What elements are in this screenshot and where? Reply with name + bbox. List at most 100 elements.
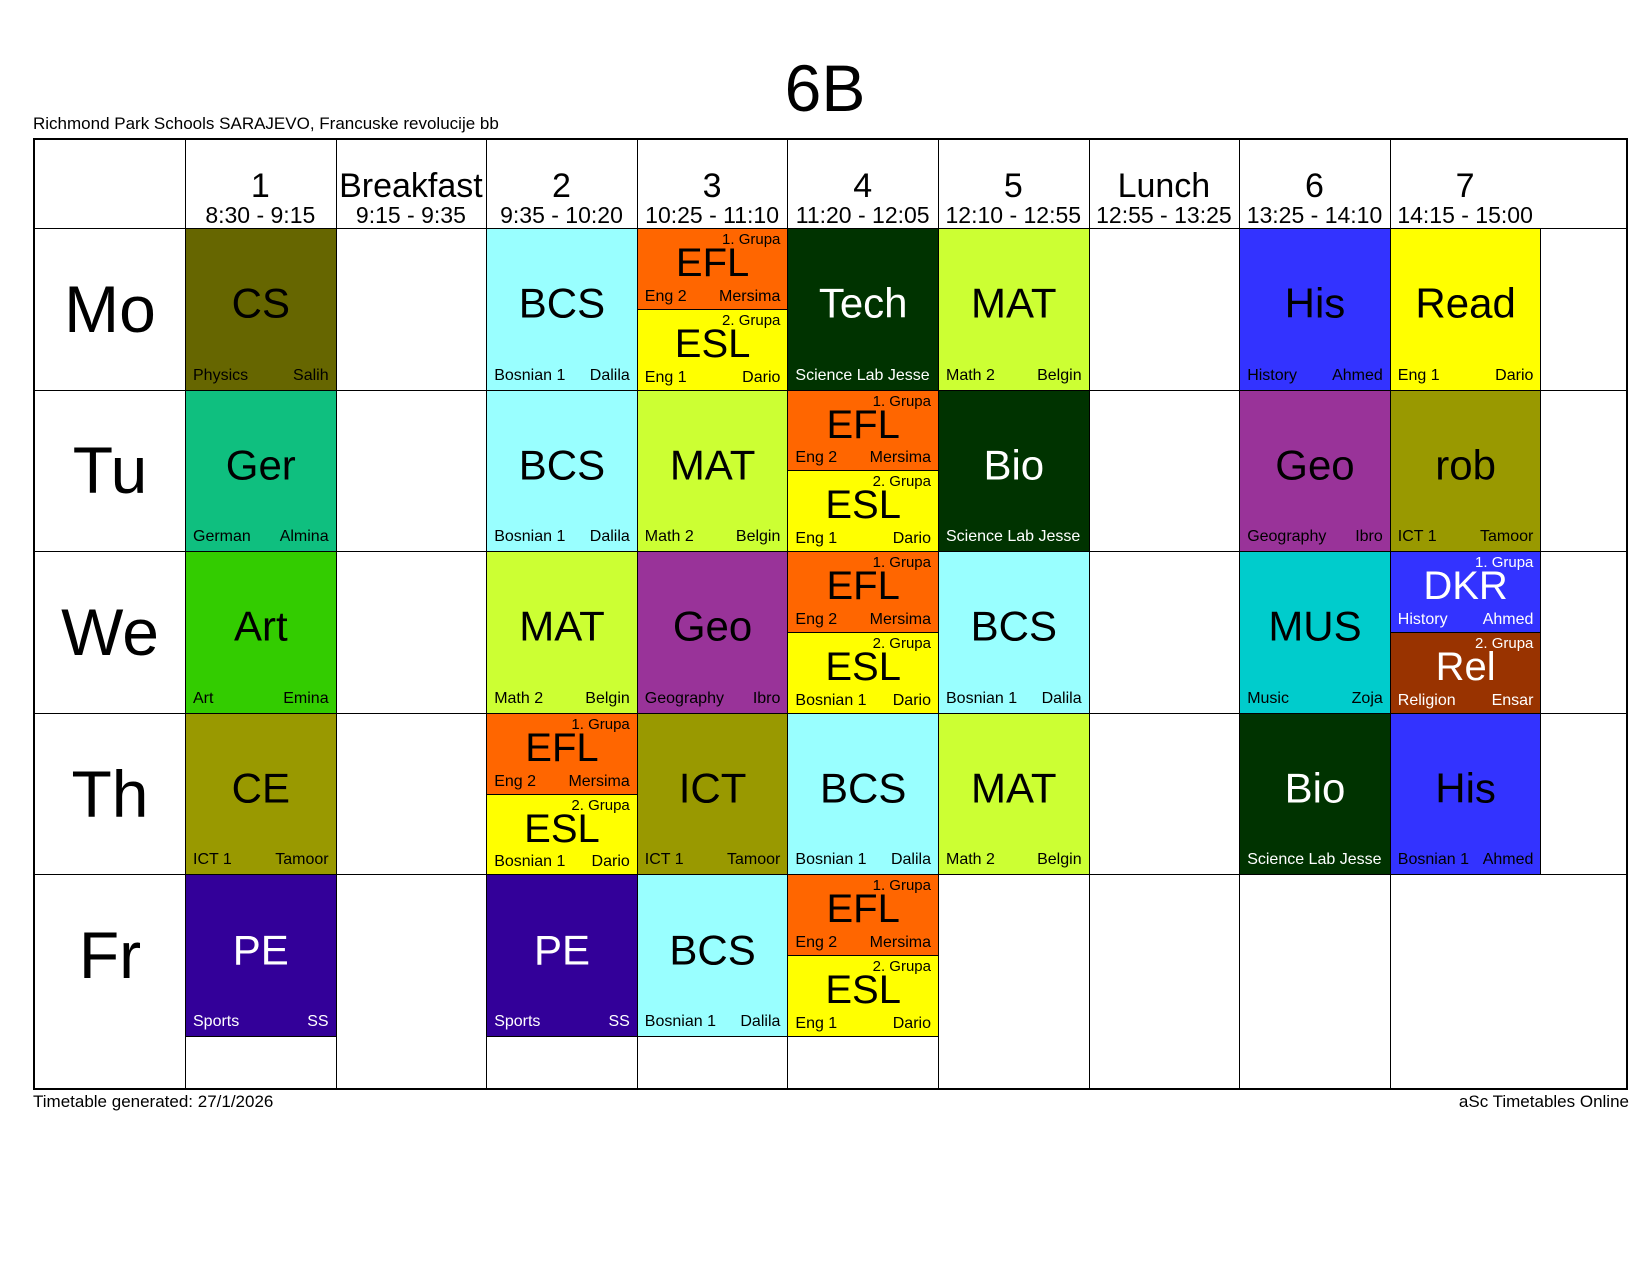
lesson-card[interactable]: 1. Grupa EFL Eng 2 Mersima [636, 228, 789, 310]
lesson-card[interactable]: Bio Science Lab Jesse [938, 389, 1090, 553]
teacher-label: Dalila [1041, 689, 1082, 707]
period-label: 2 [552, 167, 571, 205]
teacher-label: Ibro [1355, 528, 1383, 546]
generated-date: Timetable generated: 27/1/2026 [33, 1092, 274, 1111]
teacher-label: Dario [892, 691, 931, 709]
lesson-card[interactable]: His History Ahmed [1239, 228, 1391, 391]
subject-label: MAT [971, 279, 1057, 327]
lesson-card[interactable]: 1. Grupa EFL Eng 2 Mersima [787, 551, 939, 633]
group-label: 2. Grupa [571, 796, 630, 814]
period-label: 3 [702, 167, 722, 205]
room-label: Religion [1397, 691, 1456, 709]
school-name: Richmond Park Schools SARAJEVO, Francusk… [33, 114, 499, 133]
lesson-card[interactable]: Geo Geography Ibro [636, 551, 789, 714]
lesson-card[interactable]: Read Eng 1 Dario [1389, 228, 1542, 391]
lesson-card[interactable]: CE ICT 1 Tamoor [185, 712, 337, 876]
room-label: Math 2 [946, 366, 995, 384]
subject-label: PE [232, 926, 289, 974]
room-label: Bosnian 1 [795, 691, 867, 709]
lesson-card[interactable]: 2. Grupa ESL Bosnian 1 Dario [486, 793, 638, 876]
teacher-label: SS [608, 1012, 630, 1030]
period-label: 4 [853, 167, 873, 205]
subject-label: Bio [983, 441, 1045, 489]
period-time: 12:10 - 12:55 [945, 202, 1082, 228]
lesson-card[interactable]: 2. Grupa ESL Eng 1 Dario [787, 955, 939, 1037]
subject-label: MAT [971, 764, 1057, 812]
room-label: Science Lab Jesse [1247, 851, 1382, 869]
room-label: ICT 1 [644, 851, 684, 869]
subject-label: ICT [678, 764, 747, 812]
lesson-card[interactable]: BCS Bosnian 1 Dalila [486, 228, 638, 391]
period-label: Lunch [1117, 167, 1211, 205]
room-label: Physics [193, 366, 249, 384]
teacher-label: Mersima [568, 772, 630, 790]
lesson-card[interactable]: Ger German Almina [185, 389, 337, 553]
period-label: 6 [1305, 167, 1324, 205]
teacher-label: Mersima [869, 449, 931, 467]
teacher-label: Tamoor [275, 851, 329, 869]
lesson-card[interactable]: Geo Geography Ibro [1239, 389, 1391, 553]
lesson-card[interactable]: Bio Science Lab Jesse [1239, 712, 1391, 876]
teacher-label: Mersima [869, 610, 931, 628]
period-header: 2 9:35 - 10:20 [486, 140, 637, 235]
subject-label: EFL [826, 564, 900, 609]
period-time: 9:15 - 9:35 [355, 202, 466, 228]
lesson-card[interactable]: rob ICT 1 Tamoor [1389, 389, 1542, 553]
subject-label: His [1435, 764, 1496, 812]
teacher-label: Dario [892, 530, 931, 548]
subject-label: rob [1435, 441, 1496, 489]
lesson-card[interactable]: BCS Bosnian 1 Dalila [787, 712, 939, 876]
subject-label: Tech [818, 279, 908, 327]
lesson-card[interactable]: BCS Bosnian 1 Dalila [938, 551, 1090, 714]
group-label: 1. Grupa [722, 231, 781, 248]
subject-label: Read [1415, 279, 1516, 327]
lesson-card[interactable]: 2. Grupa ESL Bosnian 1 Dario [787, 632, 939, 714]
subject-label: BCS [820, 764, 907, 812]
room-label: Eng 1 [795, 530, 838, 548]
lesson-card[interactable]: CS Physics Salih [185, 228, 337, 391]
lesson-card[interactable]: 2. Grupa ESL Eng 1 Dario [787, 470, 939, 553]
group-label: 1. Grupa [571, 715, 630, 733]
lesson-card[interactable]: BCS Bosnian 1 Dalila [636, 874, 789, 1037]
subject-label: His [1284, 279, 1346, 327]
lesson-card[interactable]: Tech Science Lab Jesse [787, 228, 939, 391]
teacher-label: Salih [293, 366, 329, 384]
lesson-card[interactable]: BCS Bosnian 1 Dalila [486, 389, 638, 553]
lesson-card[interactable]: 2. Grupa ESL Eng 1 Dario [636, 308, 789, 391]
group-label: 1. Grupa [1475, 554, 1534, 572]
room-label: Bosnian 1 [494, 366, 566, 384]
lesson-card[interactable]: PE Sports SS [185, 874, 337, 1037]
day-label: Th [71, 756, 149, 831]
teacher-label: Dario [742, 368, 781, 386]
lesson-card[interactable]: MAT Math 2 Belgin [486, 551, 638, 714]
room-label: Science Lab Jesse [946, 528, 1081, 546]
room-label: Bosnian 1 [644, 1012, 716, 1030]
lesson-card[interactable]: Art Art Emina [185, 551, 337, 714]
lesson-card[interactable]: MAT Math 2 Belgin [636, 389, 789, 553]
teacher-label: Ahmed [1482, 851, 1534, 869]
lesson-card[interactable]: 1. Grupa EFL Eng 2 Mersima [486, 712, 638, 795]
lesson-card[interactable]: His Bosnian 1 Ahmed [1389, 712, 1542, 876]
teacher-label: Ahmed [1332, 366, 1383, 384]
lesson-card[interactable]: 1. Grupa EFL Eng 2 Mersima [787, 874, 939, 957]
group-label: 2. Grupa [872, 635, 931, 652]
subject-label: EFL [675, 241, 750, 285]
lesson-card[interactable]: PE Sports SS [486, 874, 638, 1037]
lesson-card[interactable]: MUS Music Zoja [1239, 551, 1391, 714]
period-time: 11:20 - 12:05 [795, 202, 930, 228]
lesson-card[interactable]: 2. Grupa Rel Religion Ensar [1389, 632, 1542, 714]
room-label: Bosnian 1 [1397, 851, 1469, 869]
lesson-card[interactable]: 1. Grupa EFL Eng 2 Mersima [787, 389, 939, 472]
lesson-card[interactable]: 1. Grupa DKR History Ahmed [1389, 551, 1542, 633]
period-header: 4 11:20 - 12:05 [787, 140, 938, 235]
room-label: Bosnian 1 [795, 851, 867, 869]
day-label: Tu [72, 433, 148, 508]
room-label: Eng 2 [494, 772, 536, 790]
teacher-label: Belgin [1037, 366, 1082, 384]
teacher-label: Zoja [1351, 689, 1383, 707]
subject-label: CE [231, 764, 290, 812]
lesson-card[interactable]: MAT Math 2 Belgin [938, 228, 1090, 391]
lesson-card[interactable]: ICT ICT 1 Tamoor [636, 712, 789, 876]
period-header: Breakfast 9:15 - 9:35 [336, 140, 487, 235]
lesson-card[interactable]: MAT Math 2 Belgin [938, 712, 1090, 876]
